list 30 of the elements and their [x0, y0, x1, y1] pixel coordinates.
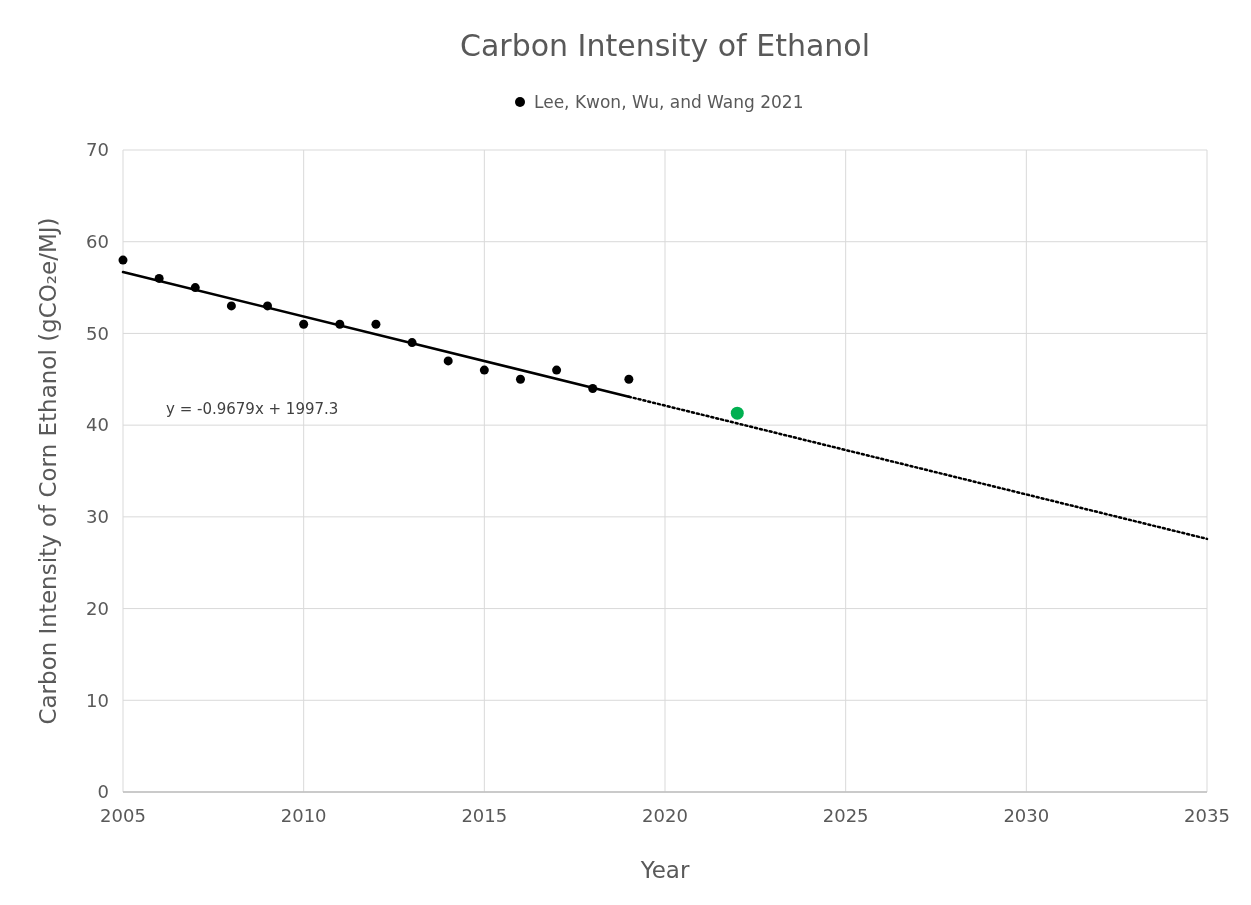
x-tick-label: 2030 [1003, 805, 1050, 826]
y-tick-label: 50 [86, 322, 109, 344]
point [624, 374, 634, 384]
point [730, 406, 744, 420]
point [118, 255, 128, 265]
y-tick-label: 70 [86, 139, 109, 161]
x-axis-title: Year [639, 857, 690, 883]
chart-title: Carbon Intensity of Ethanol [460, 28, 870, 63]
y-tick-label: 60 [86, 231, 109, 253]
x-tick-label: 2015 [461, 805, 508, 826]
x-tick-label: 2035 [1184, 805, 1230, 826]
y-tick-label: 20 [86, 597, 109, 619]
y-axis-title: Carbon Intensity of Corn Ethanol (gCO₂e/MJ) [35, 217, 61, 725]
y-tick-label: 30 [86, 506, 109, 528]
legend-label: Lee, Kwon, Wu, and Wang 2021 [534, 91, 804, 112]
annotation: y = -0.9679x + 1997.3 [166, 400, 339, 418]
y-tick-label: 0 [97, 781, 109, 803]
point [371, 319, 381, 329]
y-tick-label: 40 [86, 414, 109, 436]
point [479, 365, 489, 375]
x-tick-label: 2010 [280, 805, 327, 826]
point [515, 374, 525, 384]
point [299, 319, 309, 329]
y-tick-label: 10 [86, 689, 109, 711]
point [443, 356, 453, 366]
x-tick-label: 2020 [642, 805, 688, 826]
x-tick-label: 2005 [100, 805, 146, 826]
x-tick-label: 2025 [822, 805, 869, 826]
point [552, 365, 562, 375]
point [226, 301, 236, 311]
